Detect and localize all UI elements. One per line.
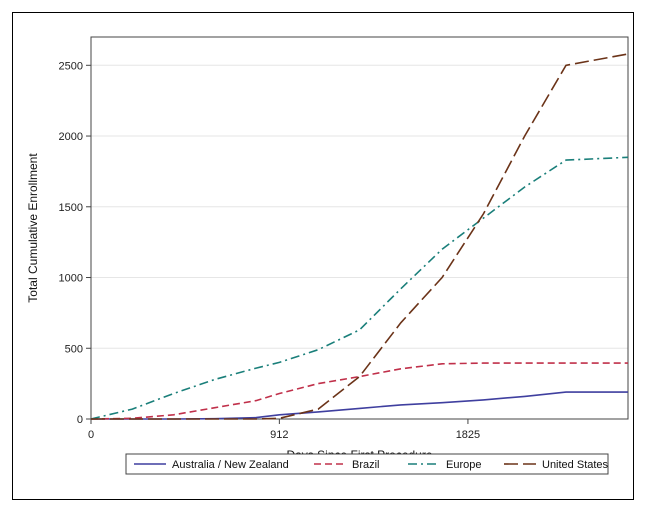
- series-line-1: [90, 362, 628, 420]
- legend-label-1: Brazil: [352, 459, 380, 471]
- y-tick-label: 0: [77, 414, 83, 426]
- y-tick-label: 2000: [59, 131, 83, 143]
- y-axis-label: Total Cumulative Enrollment: [26, 153, 40, 303]
- series-line-2: [90, 156, 629, 420]
- y-tick-label: 500: [65, 343, 83, 355]
- y-tick-label: 2500: [59, 60, 83, 72]
- chart-frame: 0500100015002000250009121825Days Since F…: [12, 12, 634, 500]
- x-tick-label: 912: [270, 429, 288, 441]
- y-tick-label: 1500: [59, 202, 83, 214]
- x-tick-label: 1825: [456, 429, 480, 441]
- series-line-3: [91, 53, 629, 420]
- legend-label-2: Europe: [446, 459, 481, 471]
- line-chart: 0500100015002000250009121825Days Since F…: [26, 36, 629, 475]
- y-tick-label: 1000: [59, 273, 83, 285]
- plot-area: [90, 36, 629, 420]
- legend-label-3: United States: [542, 459, 609, 471]
- x-tick-label: 0: [88, 429, 94, 441]
- legend-label-0: Australia / New Zealand: [172, 459, 289, 471]
- legend-box: [125, 453, 609, 475]
